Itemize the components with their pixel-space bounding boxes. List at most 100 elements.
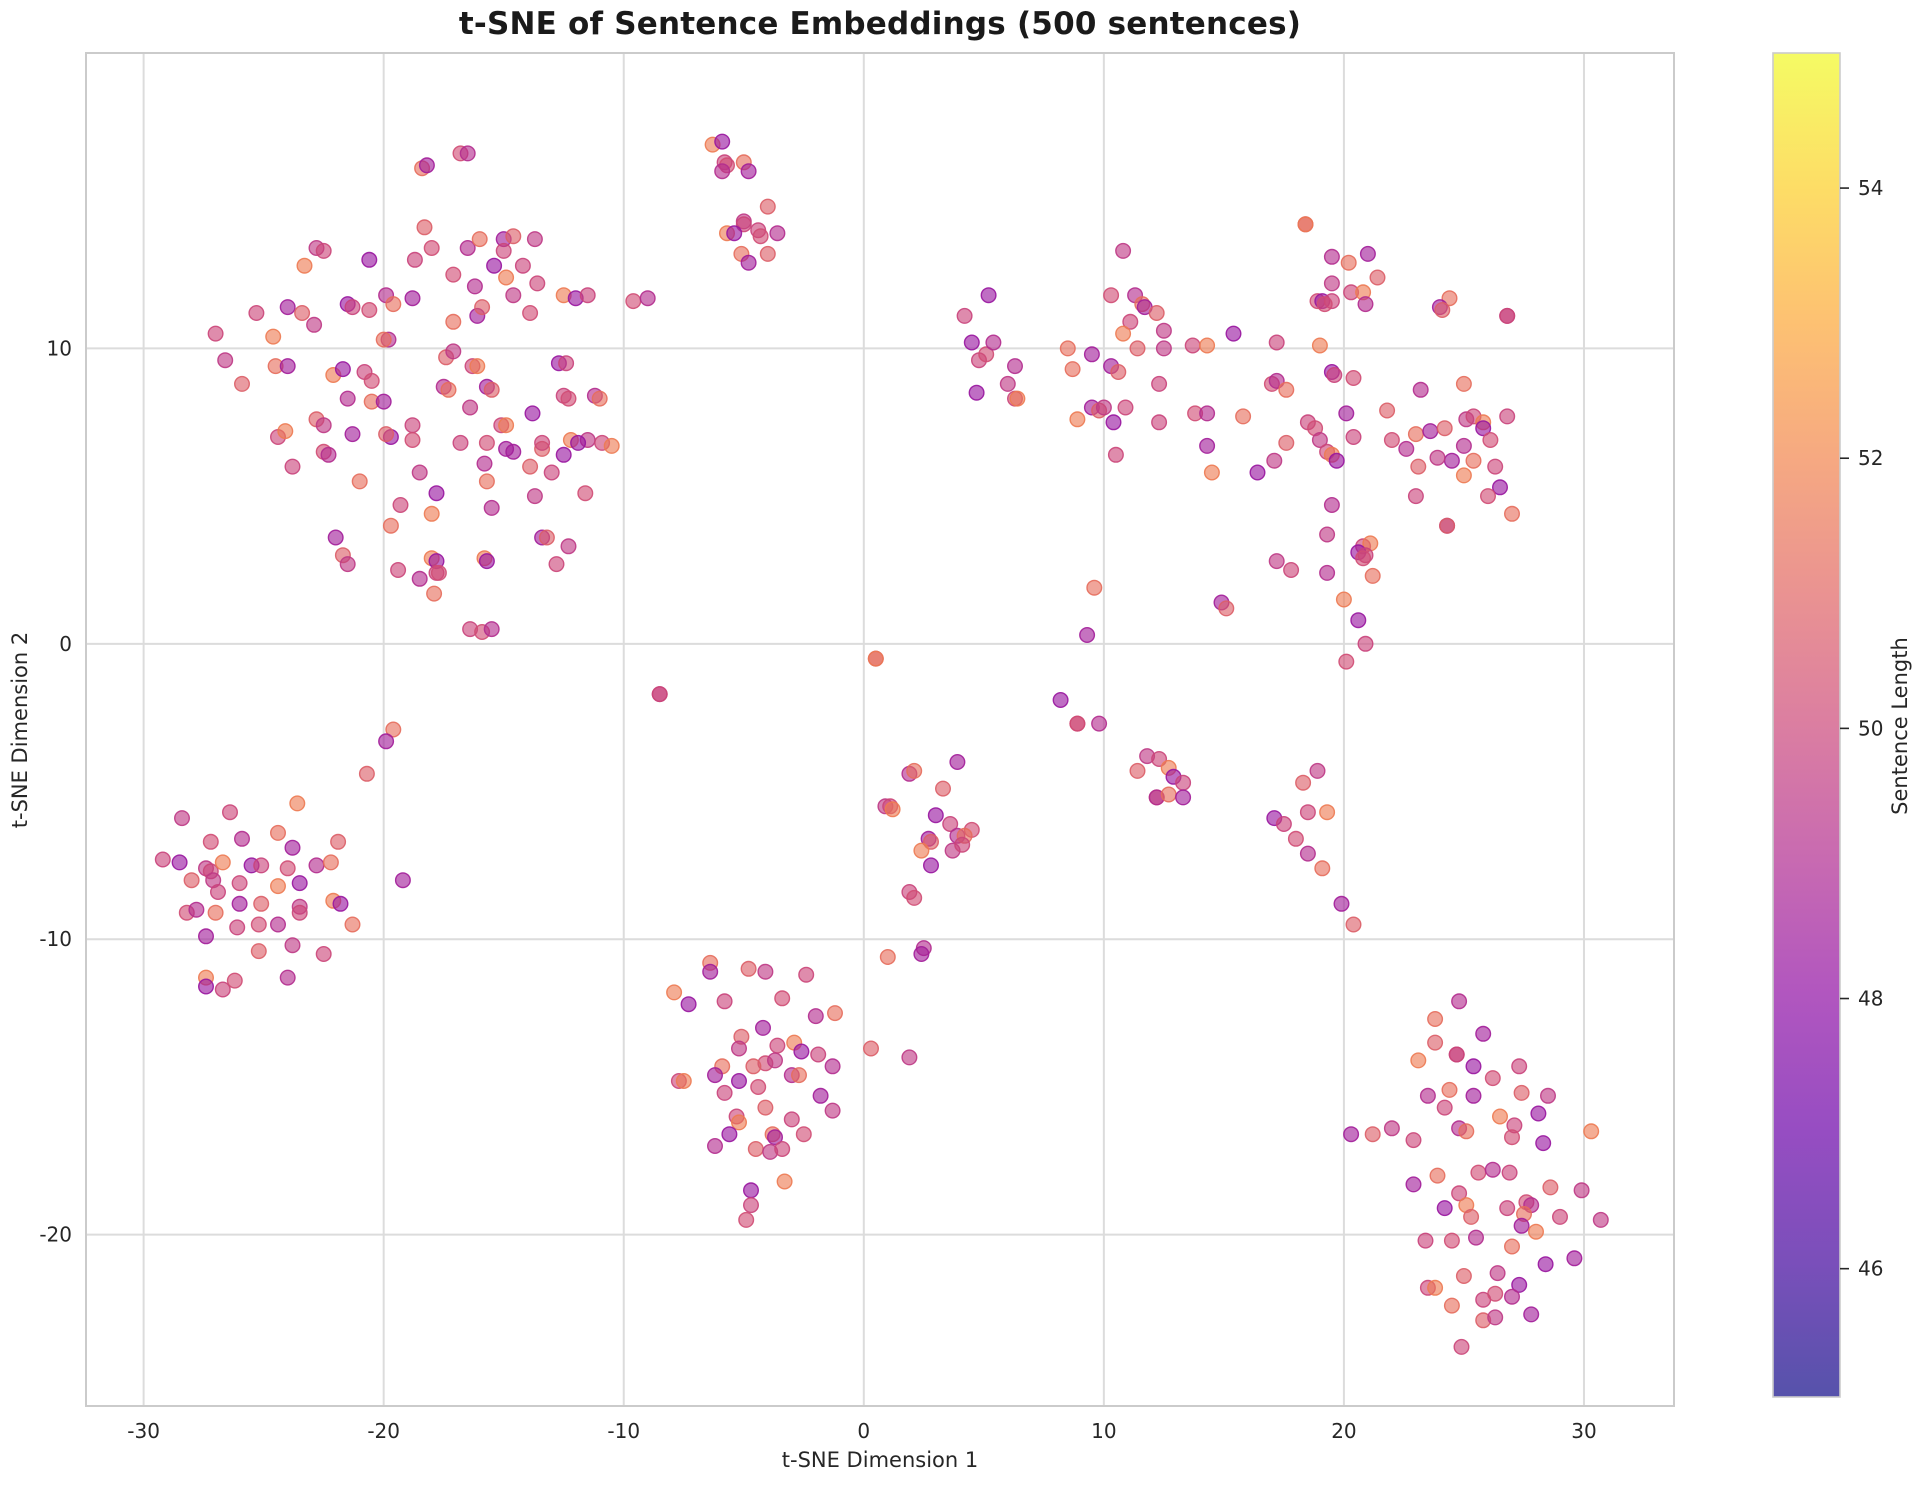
data-point [558,355,575,372]
data-point [1175,789,1192,806]
data-point [731,1072,748,1089]
data-point [1129,340,1146,357]
data-point [188,901,205,918]
data-point [1479,488,1496,505]
data-point [534,434,551,451]
data-point [675,1072,692,1089]
data-point [339,556,356,573]
data-point [1465,1058,1482,1075]
data-point [1249,464,1266,481]
data-point [173,810,190,827]
data-point [1117,399,1134,416]
x-tick-label: -10 [607,1419,640,1443]
data-point [1592,1211,1609,1228]
data-point [1155,322,1172,339]
data-point [791,1067,808,1084]
data-point [731,1114,748,1131]
data-point [226,972,243,989]
data-point [445,313,462,330]
data-point [279,299,296,316]
data-point [1484,1161,1501,1178]
data-point [197,928,214,945]
data-point [1429,1167,1446,1184]
data-point [1503,505,1520,522]
data-point [265,328,282,345]
data-point [1583,1123,1600,1140]
data-point [923,857,940,874]
data-point [1364,1126,1381,1143]
data-point [524,405,541,422]
data-point [1345,370,1362,387]
data-point [543,464,560,481]
data-point [743,1182,760,1199]
data-point [759,198,776,215]
data-point [404,290,421,307]
data-point [445,343,462,360]
data-point [505,228,522,245]
data-point [560,538,577,555]
data-point [548,556,565,573]
data-point [1465,1087,1482,1104]
data-point [315,242,332,259]
data-point [1338,405,1355,422]
data-point [714,163,731,180]
data-point [1160,786,1177,803]
data-point [810,1046,827,1063]
data-point [1278,434,1295,451]
data-point [740,163,757,180]
data-point [505,287,522,304]
data-point [332,895,349,912]
data-point [1295,774,1312,791]
data-point [1052,692,1069,709]
data-point [469,358,486,375]
data-point [459,145,476,162]
data-point [1199,437,1216,454]
data-point [1095,399,1112,416]
data-point [1443,1232,1460,1249]
data-point [1537,1256,1554,1273]
data-point [411,570,428,587]
data-point [498,269,515,286]
data-point [1482,432,1499,449]
data-point [1323,497,1340,514]
data-point [812,1087,829,1104]
data-point [1218,600,1235,617]
data-point [1345,916,1362,933]
data-point [294,305,311,322]
data-point [591,390,608,407]
data-point [1503,1238,1520,1255]
data-point [1542,1179,1559,1196]
data-point [1083,346,1100,363]
data-point [253,857,270,874]
colorbar [1772,52,1841,1398]
data-point [978,346,995,363]
data-point [666,984,683,1001]
data-point [344,426,361,443]
data-point [942,816,959,833]
data-point [1283,562,1300,579]
data-point [1470,1164,1487,1181]
data-point [284,458,301,475]
data-point [1475,1025,1492,1042]
data-point [1199,405,1216,422]
data-point [385,296,402,313]
data-point [344,299,361,316]
data-point [1287,830,1304,847]
data-point [769,1037,786,1054]
data-point [1355,550,1372,567]
data-point [486,257,503,274]
data-point [1319,526,1336,543]
data-point [1309,762,1326,779]
colorbar-label: Sentence Length [1888,637,1912,815]
data-point [284,937,301,954]
data-point [716,993,733,1010]
data-point [1455,467,1472,484]
data-point [755,1019,772,1036]
data-point [277,423,294,440]
y-tick-label: 10 [47,336,72,360]
data-point [651,686,668,703]
data-point [968,384,985,401]
data-point [1566,1250,1583,1267]
data-point [538,529,555,546]
data-point [322,854,339,871]
